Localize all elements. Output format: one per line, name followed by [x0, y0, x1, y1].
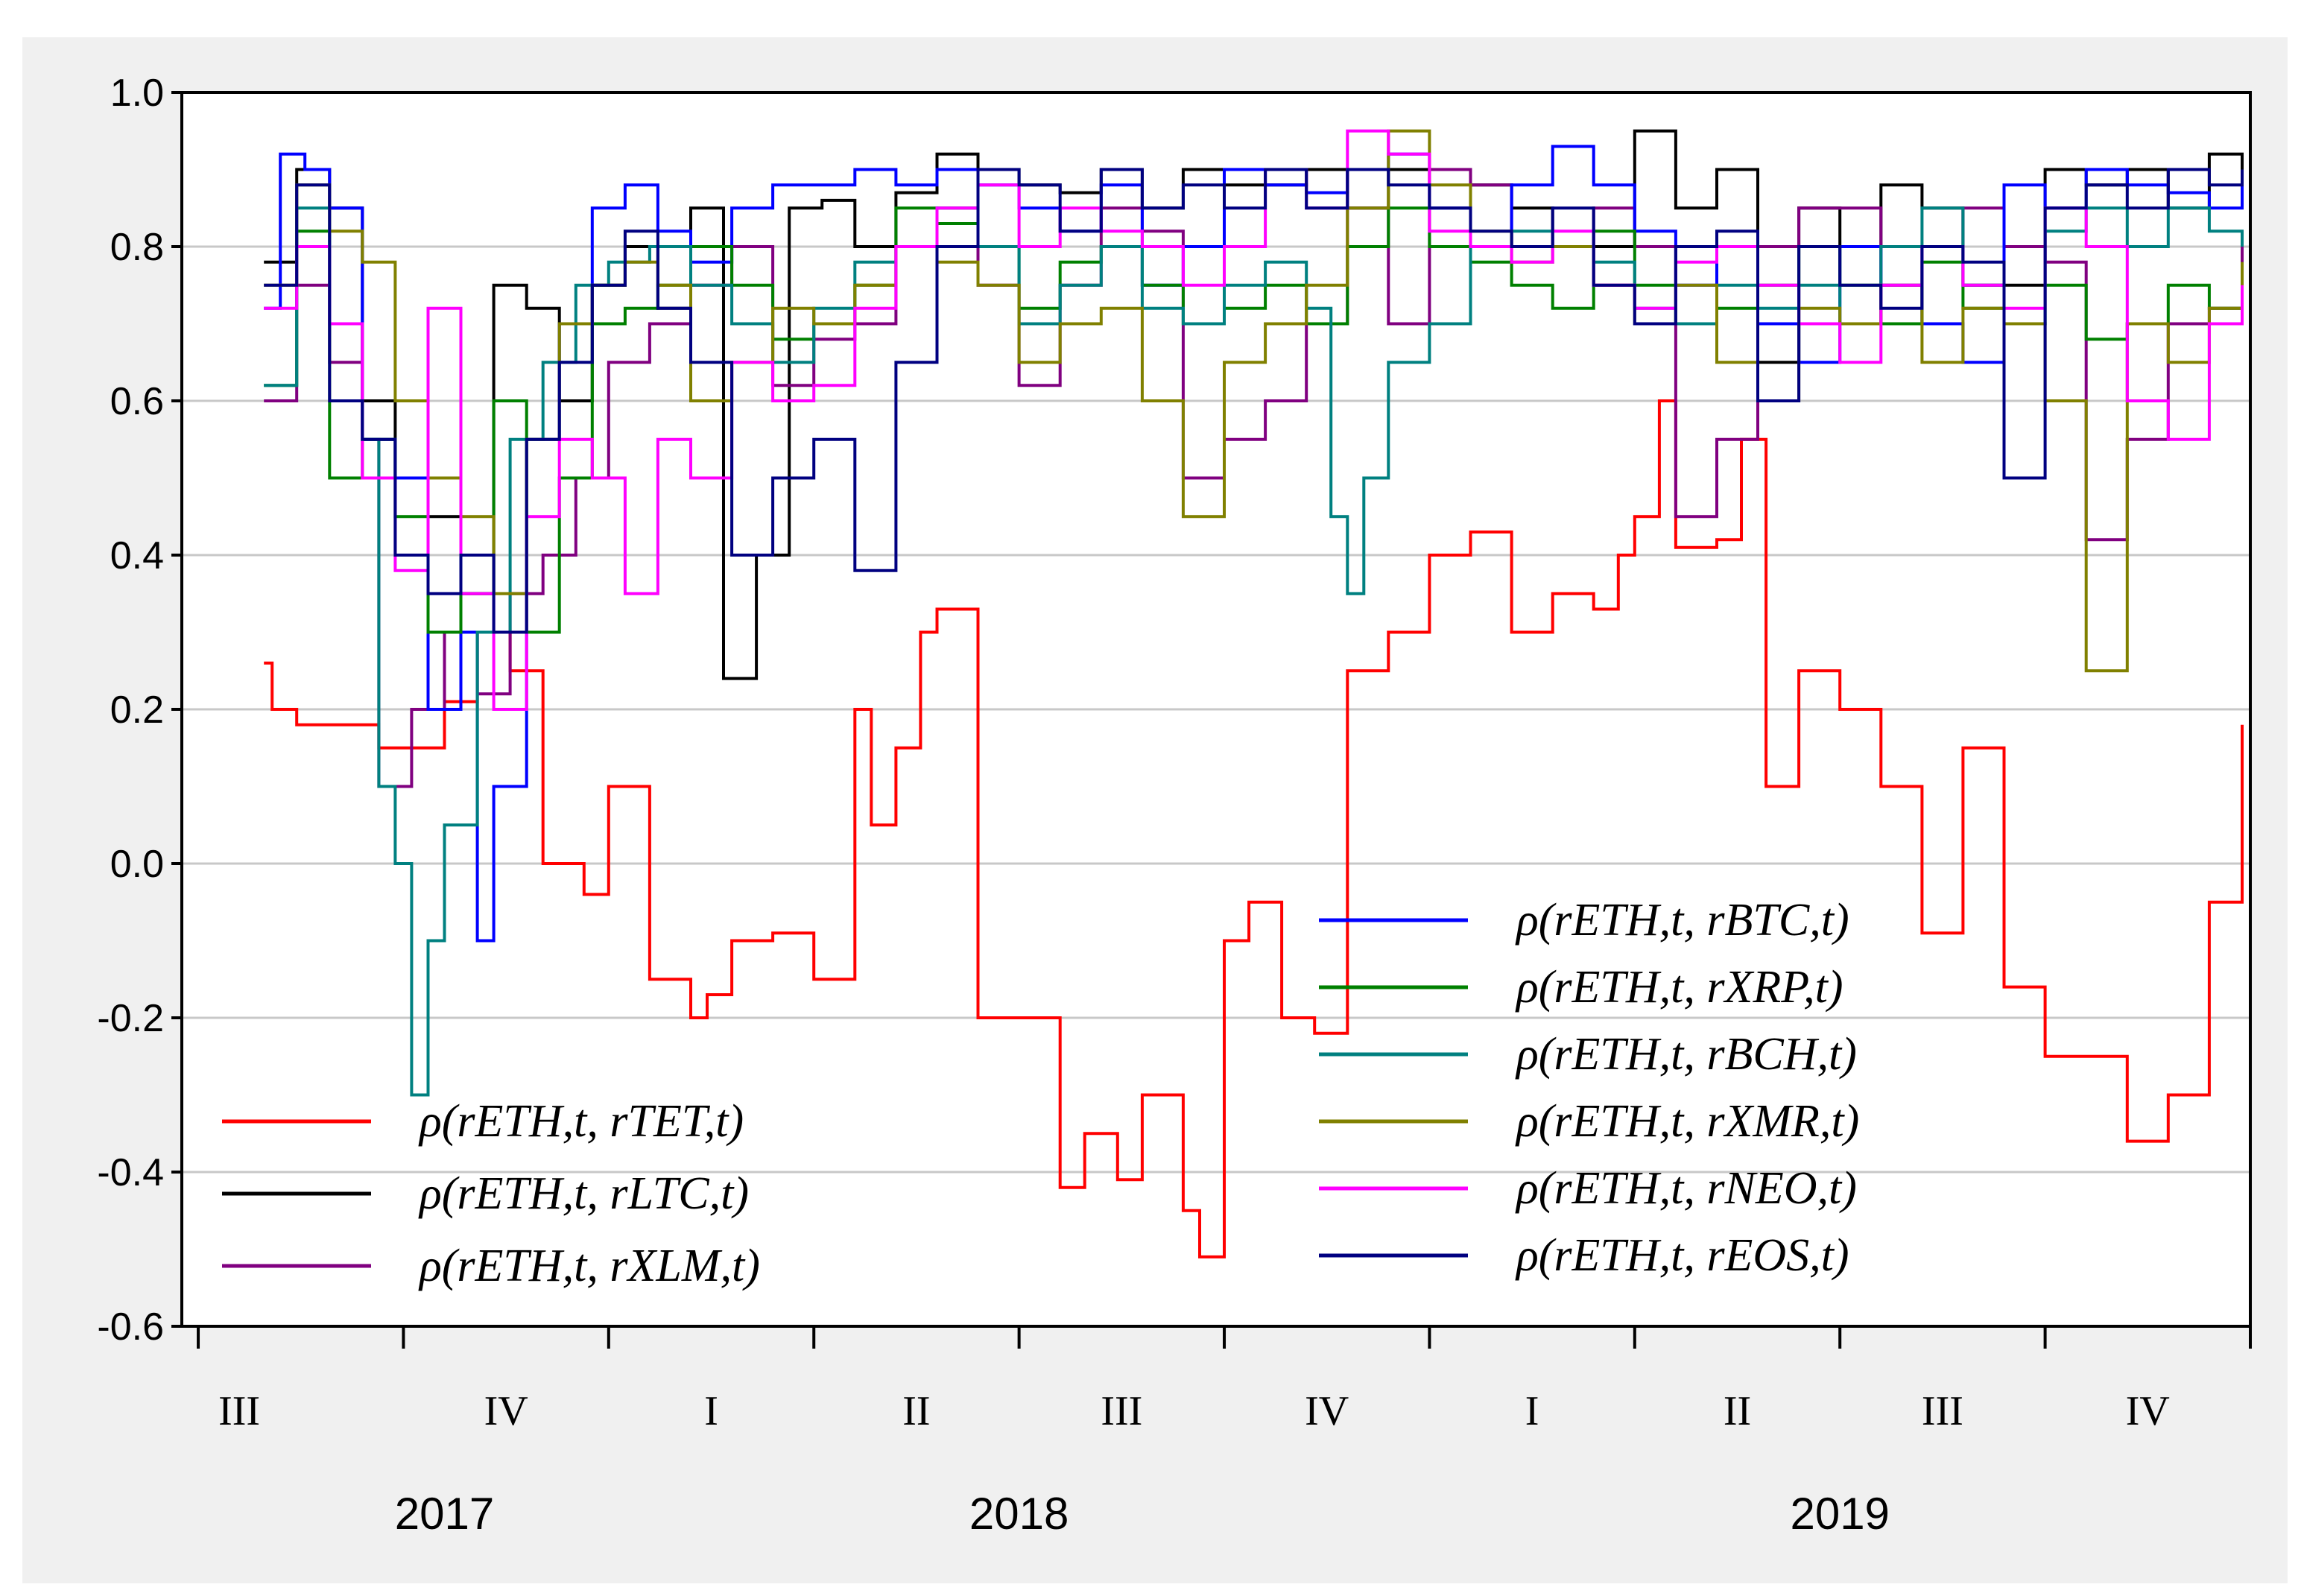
- quarter-label: III: [218, 1388, 260, 1434]
- y-tick-label: -0.4: [97, 1151, 164, 1194]
- legend-label: ρ(rETH,t, rLTC,t): [418, 1168, 749, 1219]
- y-tick-label: 0.6: [110, 380, 164, 423]
- quarter-label: II: [902, 1388, 930, 1434]
- quarter-label: II: [1724, 1388, 1751, 1434]
- quarter-label: IV: [1305, 1388, 1349, 1434]
- year-label: 2018: [969, 1489, 1069, 1539]
- quarter-label: III: [1101, 1388, 1142, 1434]
- legend-left: ρ(rETH,t, rTET,t) ρ(rETH,t, rLTC,t) ρ(rETH…: [222, 1096, 760, 1291]
- y-tick-label: -0.2: [97, 997, 164, 1040]
- y-tick-label: 1.0: [110, 72, 164, 115]
- legend-right: ρ(rETH,t, rBTC,t) ρ(rETH,t, rXRP,t) ρ(rETH…: [1319, 895, 1859, 1281]
- quarter-label: I: [1525, 1388, 1539, 1434]
- legend-label: ρ(rETH,t, rXRP,t): [1515, 962, 1843, 1013]
- series-line-8: [264, 168, 2244, 634]
- y-tick-label: -0.6: [97, 1305, 164, 1349]
- chart-frame: 1.0 0.8 0.6 0.4 0.2 0.0 -0.2 -0.4 -0.6 III IV I II I…: [22, 37, 2288, 1583]
- quarter-label: III: [1922, 1388, 1963, 1434]
- y-tick-label: 0.8: [110, 226, 164, 269]
- legend-label: ρ(rETH,t, rBCH,t): [1515, 1029, 1857, 1080]
- y-tick-label: 0.0: [110, 843, 164, 886]
- year-label: 2017: [395, 1489, 494, 1539]
- legend-label: ρ(rETH,t, rBTC,t): [1515, 895, 1849, 946]
- quarter-labels: III IV I II III IV I II III IV: [218, 1388, 2170, 1434]
- y-tick-label: 0.4: [110, 534, 164, 577]
- quarter-label: IV: [2126, 1388, 2170, 1434]
- series-line-5: [264, 206, 2244, 1097]
- quarter-label: IV: [484, 1388, 528, 1434]
- series-lines: [264, 129, 2244, 1258]
- year-labels: 2017 2018 2019: [395, 1489, 1890, 1539]
- year-label: 2019: [1790, 1489, 1889, 1539]
- legend-label: ρ(rETH,t, rNEO,t): [1515, 1163, 1857, 1214]
- series-line-0: [264, 399, 2244, 1258]
- legend-label: ρ(rETH,t, rXMR,t): [1515, 1096, 1859, 1147]
- y-tick-label: 0.2: [110, 688, 164, 732]
- y-axis-tick-labels: 1.0 0.8 0.6 0.4 0.2 0.0 -0.2 -0.4 -0.6: [97, 72, 164, 1349]
- quarter-label: I: [704, 1388, 718, 1434]
- legend-label: ρ(rETH,t, rEOS,t): [1515, 1230, 1849, 1281]
- plot-border: [180, 91, 2252, 1328]
- legend-label: ρ(rETH,t, rXLM,t): [418, 1241, 760, 1291]
- legend-label: ρ(rETH,t, rTET,t): [418, 1096, 744, 1147]
- correlation-line-chart: 1.00.80.60.40.20.0-0.2-0.4-0.6 III IV I II I…: [97, 72, 2252, 1539]
- x-axis-ticks: [197, 1326, 2252, 1349]
